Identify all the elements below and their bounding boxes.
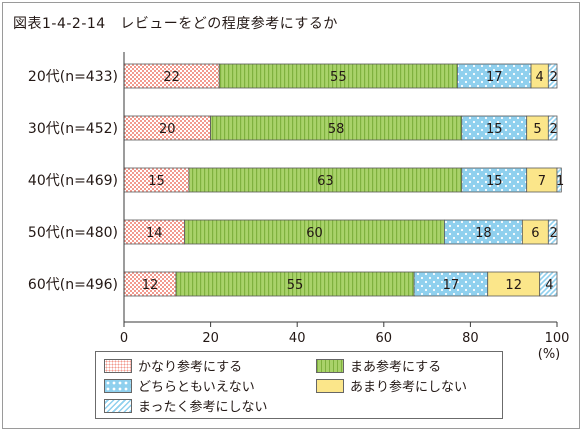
legend-label-amari: あまり参考にしない <box>350 380 468 395</box>
bar-segment <box>547 115 558 141</box>
bar-segment <box>123 167 190 193</box>
x-tick-label: 0 <box>120 331 128 346</box>
bar-segment <box>547 63 558 89</box>
bar-segment <box>487 271 541 297</box>
x-tick-label: 100 <box>545 331 570 346</box>
x-tick-label: 60 <box>376 331 393 346</box>
legend-swatch-maa <box>316 358 344 373</box>
x-tick-label: 40 <box>289 331 306 346</box>
bar-row: 30代(n=452) 20 58 15 5 2 <box>28 115 558 141</box>
x-axis-unit: (%) <box>538 347 561 362</box>
data-label: 2 <box>550 226 558 241</box>
bar-segment <box>123 115 211 141</box>
legend-label-kanari: かなり参考にする <box>138 360 243 375</box>
data-label: 2 <box>550 70 558 85</box>
data-label: 6 <box>531 226 539 241</box>
bar-segment <box>444 219 523 245</box>
data-label: 55 <box>287 278 304 293</box>
bar-row: 60代(n=496) 12 55 17 12 4 <box>28 271 558 297</box>
category-label: 40代(n=469) <box>28 173 118 189</box>
legend-item-dochira: どちらともいえない <box>104 376 255 395</box>
category-label: 50代(n=480) <box>28 225 118 241</box>
bar-row: 20代(n=433) 22 55 17 4 2 <box>28 63 558 89</box>
bar-segment <box>556 167 562 193</box>
legend-swatch-dochira <box>104 378 132 393</box>
data-label: 1 <box>556 174 564 189</box>
bar-segment <box>188 167 463 193</box>
bar-segment <box>547 219 558 245</box>
bar-row: 50代(n=480) 14 60 18 6 2 <box>28 219 558 245</box>
bar-segment <box>218 63 458 89</box>
category-label: 20代(n=433) <box>28 69 118 85</box>
legend-swatch-mattaku <box>104 398 132 413</box>
bar-segment <box>175 271 415 297</box>
legend-swatch-amari <box>316 378 344 393</box>
legend-swatch-kanari <box>104 358 132 373</box>
data-label: 55 <box>330 70 347 85</box>
bar-row: 40代(n=469) 15 63 15 7 1 <box>28 167 564 193</box>
legend-item-amari: あまり参考にしない <box>316 376 467 395</box>
data-label: 5 <box>533 122 541 137</box>
data-label: 12 <box>142 278 159 293</box>
category-label: 30代(n=452) <box>28 121 118 137</box>
data-label: 63 <box>317 174 334 189</box>
legend-label-dochira: どちらともいえない <box>138 380 255 395</box>
category-label: 60代(n=496) <box>28 277 118 293</box>
data-label: 4 <box>545 278 553 293</box>
data-label: 15 <box>486 174 503 189</box>
bar-segment <box>461 115 528 141</box>
legend-label-mattaku: まったく参考にしない <box>138 400 268 415</box>
legend-item-maa: まあ参考にする <box>316 356 441 375</box>
data-label: 20 <box>159 122 176 137</box>
data-label: 7 <box>538 174 546 189</box>
x-axis: 0 20 40 60 80 100(%) <box>120 52 570 362</box>
data-label: 17 <box>443 278 460 293</box>
data-label: 17 <box>486 70 503 85</box>
x-tick-label: 80 <box>462 331 479 346</box>
bar-segment <box>521 219 549 245</box>
data-label: 22 <box>163 70 180 85</box>
data-label: 58 <box>328 122 345 137</box>
data-label: 60 <box>306 226 323 241</box>
bar-segment <box>210 115 463 141</box>
data-label: 14 <box>146 226 163 241</box>
data-label: 2 <box>550 122 558 137</box>
chart-title: 図表1-4-2-14 レビューをどの程度参考にするか <box>13 16 338 32</box>
data-label: 12 <box>505 278 522 293</box>
bar-segment <box>413 271 489 297</box>
legend-item-mattaku: まったく参考にしない <box>104 396 267 415</box>
data-label: 15 <box>148 174 165 189</box>
legend: かなり参考にする まあ参考にする どちらともいえない あまり参考にしない まった… <box>95 351 503 419</box>
bar-segment <box>539 271 558 297</box>
data-label: 18 <box>475 226 492 241</box>
x-tick-label: 20 <box>202 331 219 346</box>
data-label: 15 <box>486 122 503 137</box>
data-label: 4 <box>536 70 544 85</box>
legend-item-kanari: かなり参考にする <box>104 356 242 375</box>
bar-segment <box>461 167 528 193</box>
legend-label-maa: まあ参考にする <box>350 360 442 375</box>
